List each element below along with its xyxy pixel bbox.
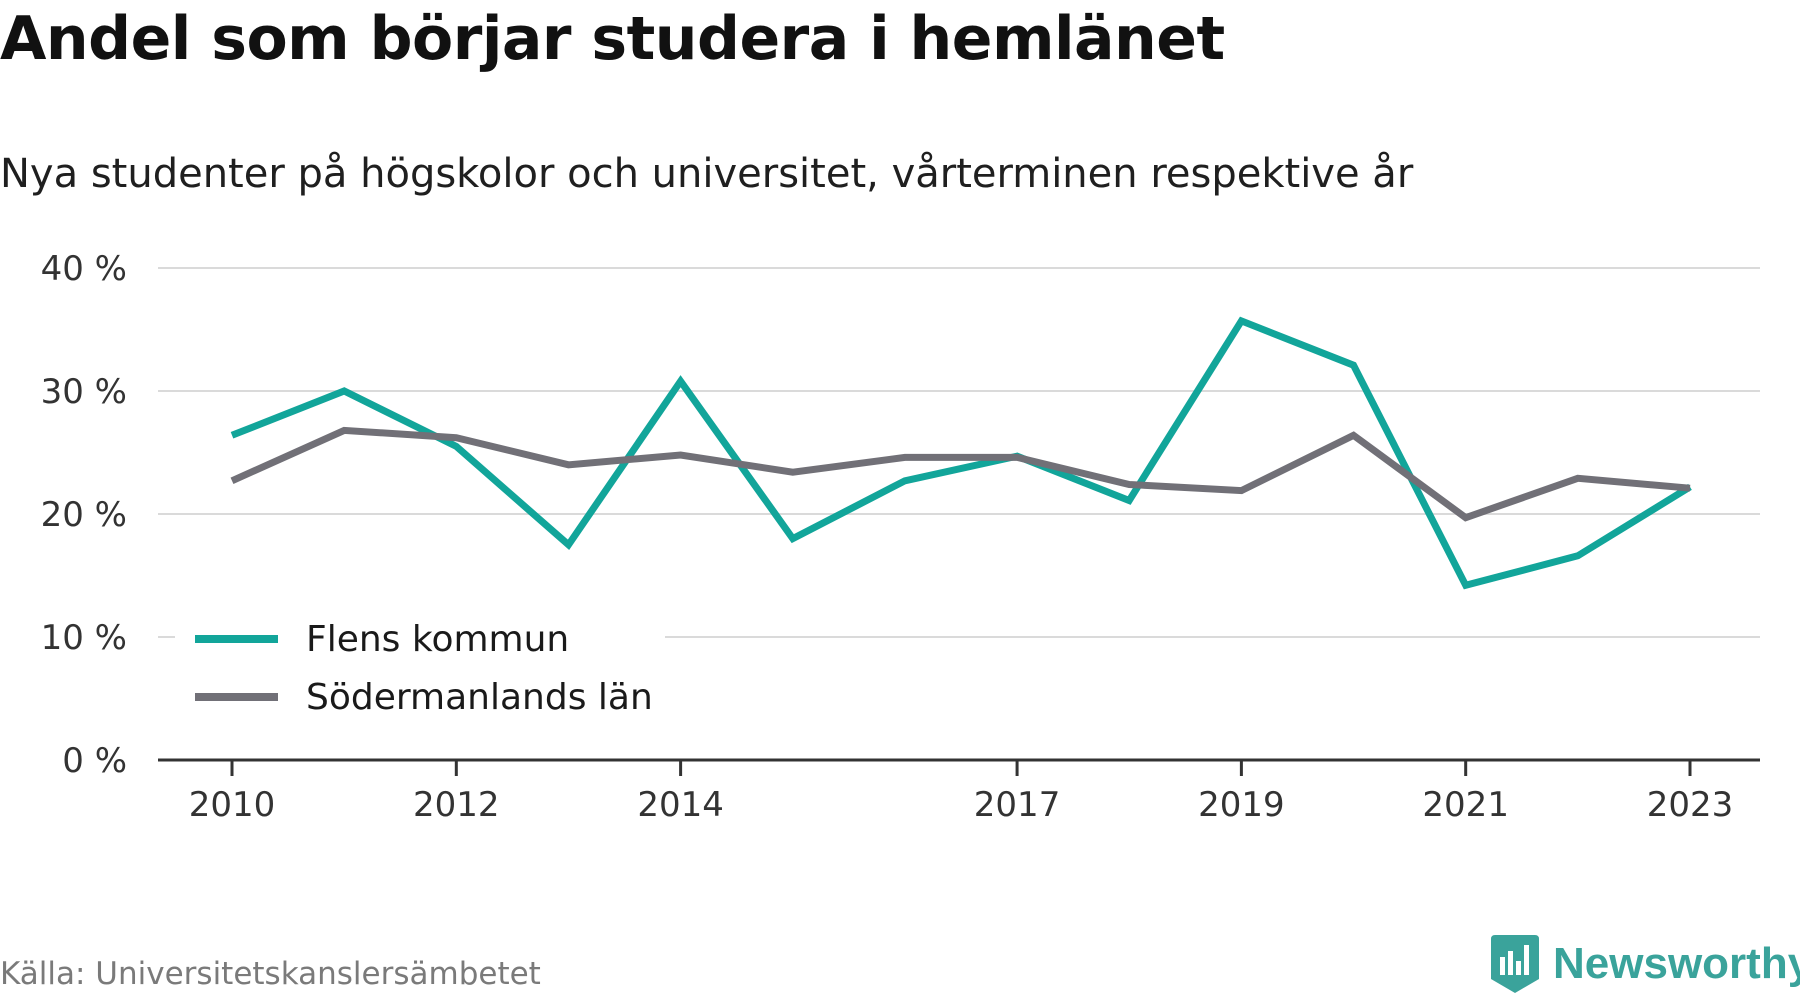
gridlines (158, 267, 1760, 638)
newsworthy-logo-icon (1491, 935, 1539, 993)
y-axis-ticks: 0 % 10 % 20 % 30 % 40 % (41, 249, 127, 781)
series-line-1 (230, 426, 1691, 522)
y-tick-label: 20 % (41, 495, 127, 535)
x-tick-label: 2017 (974, 785, 1061, 825)
x-tick-label: 2023 (1647, 785, 1734, 825)
legend-label: Flens kommun (306, 619, 569, 660)
x-tick-label: 2014 (637, 785, 724, 825)
y-tick-label: 30 % (41, 372, 127, 412)
series-line-0 (230, 316, 1692, 590)
y-tick-label: 10 % (41, 618, 127, 658)
y-tick-label: 0 % (62, 741, 127, 781)
x-axis-ticks: 2010 2012 2014 2017 2019 2021 2023 (189, 760, 1734, 825)
x-tick-label: 2021 (1422, 785, 1509, 825)
x-tick-label: 2010 (189, 785, 276, 825)
series-lines (230, 316, 1692, 590)
brand-name: Newsworthy (1553, 939, 1800, 988)
legend-label: Södermanlands län (306, 677, 653, 718)
chart-title: Andel som börjar studera i hemlänet (0, 4, 1225, 74)
y-tick-label: 40 % (41, 249, 127, 289)
x-tick-label: 2012 (413, 785, 500, 825)
source-note: Källa: Universitetskanslersämbetet (0, 956, 541, 992)
brand-logo: Newsworthy (1491, 935, 1800, 993)
legend: Flens kommun Södermanlands län (175, 612, 665, 722)
x-tick-label: 2019 (1198, 785, 1285, 825)
legend-background (175, 612, 665, 722)
chart-subtitle: Nya studenter på högskolor och universit… (0, 151, 1414, 197)
